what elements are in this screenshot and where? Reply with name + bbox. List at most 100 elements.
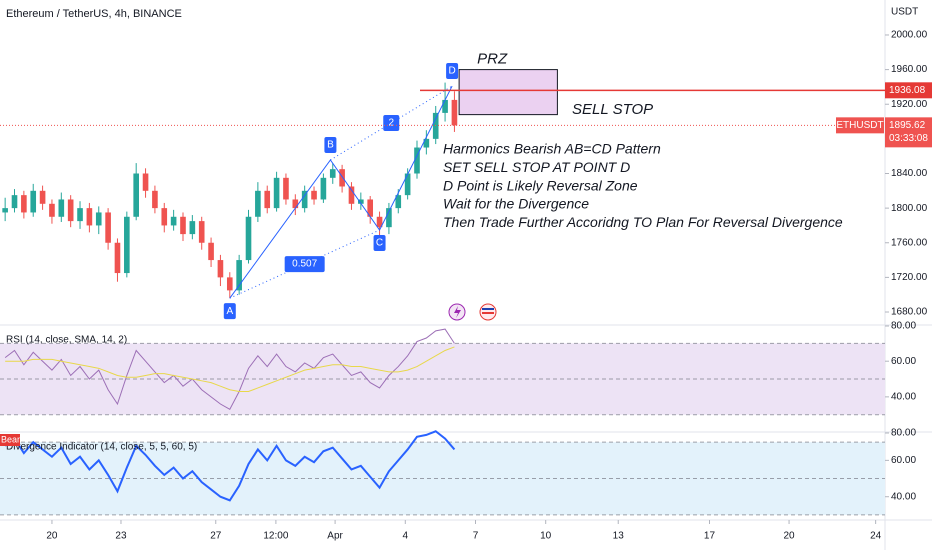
candle-body (180, 216, 186, 235)
y-tick-label: 1720.00 (891, 272, 928, 283)
y-tick-label: 1680.00 (891, 307, 928, 318)
candle-body (105, 212, 111, 243)
x-tick-label: 20 (783, 531, 795, 542)
point-label: A (226, 306, 233, 317)
price-tag-label: 1895.62 (889, 120, 926, 131)
sell-stop-tag-label: 1936.08 (889, 85, 926, 96)
candle-body (432, 112, 439, 139)
y-tick-label: 1800.00 (891, 203, 928, 214)
candle-body (245, 216, 252, 261)
y-tick-label: 80.00 (891, 428, 916, 439)
candle-body (133, 173, 139, 217)
signal-badge (0, 434, 20, 446)
y-tick-label: 1840.00 (891, 168, 928, 179)
flag-icon-glyph (482, 308, 494, 310)
candle-body (283, 177, 289, 200)
y-tick-label: 60.00 (891, 356, 916, 367)
y-tick-label: 1760.00 (891, 237, 928, 248)
y-tick-label: 40.00 (891, 392, 916, 403)
candle-body (395, 195, 402, 209)
annotation-text: Then Trade Further Accoridng TO Plan For… (443, 214, 843, 230)
x-tick-label: 27 (210, 531, 222, 542)
x-tick-label: 23 (115, 531, 127, 542)
y-tick-label: 2000.00 (891, 30, 928, 41)
candle-body (236, 260, 242, 291)
candle-body (264, 190, 271, 209)
x-tick-label: 10 (540, 531, 552, 542)
candle-body (423, 138, 430, 148)
chart-title: Ethereum / TetherUS, 4h, BINANCE (6, 8, 182, 20)
candle-body (152, 190, 158, 209)
candle-body (21, 195, 27, 213)
candle-body (348, 186, 355, 204)
candle-body (442, 99, 448, 113)
candle-body (189, 221, 196, 235)
annotation-text: D Point is Likely Reversal Zone (443, 177, 638, 193)
prz-box (458, 69, 558, 116)
point-label: D (448, 66, 455, 77)
candle-body (77, 208, 83, 222)
indicator-line (5, 346, 455, 393)
x-tick-label: 13 (613, 531, 625, 542)
point-badge (223, 303, 236, 320)
y-tick-label: 1920.00 (891, 99, 928, 110)
x-tick-label: 7 (473, 531, 479, 542)
point-label: C (376, 238, 383, 249)
pattern-line (229, 85, 453, 299)
annotation-text: Wait for the Divergence (443, 196, 589, 212)
x-tick-label: 20 (46, 531, 58, 542)
flag-icon-glyph (482, 312, 494, 314)
x-tick-label: 24 (870, 531, 882, 542)
candle-body (329, 169, 336, 178)
price-tag (885, 117, 932, 148)
candle-body (414, 147, 420, 174)
candle-body (320, 177, 327, 200)
event-icon-glyph (454, 306, 461, 318)
x-tick-label: 4 (403, 531, 409, 542)
candle-body (311, 190, 317, 200)
candle-body (11, 195, 18, 209)
candle-body (124, 216, 130, 274)
candle-body (198, 221, 205, 243)
indicator-icons[interactable] (448, 303, 497, 321)
candle-body (58, 199, 65, 217)
candle-body (161, 208, 168, 226)
candle-body (226, 277, 233, 291)
candle-body (376, 216, 383, 228)
countdown-label: 03:33:08 (889, 133, 928, 144)
point-badge (324, 136, 337, 153)
annotation-text: Harmonics Bearish AB=CD Pattern (443, 141, 661, 157)
candle-body (217, 260, 224, 278)
point-label: B (327, 140, 334, 151)
x-tick-label: 12:00 (263, 531, 288, 542)
candle-body (49, 203, 55, 217)
candle-body (142, 173, 149, 191)
ratio-label: 2 (388, 118, 394, 129)
point-badge (446, 63, 459, 80)
candle-body (301, 190, 308, 209)
indicator-title: RSI (14, close, SMA, 14, 2) (6, 335, 127, 346)
prz-label: PRZ (477, 51, 508, 68)
candle-body (358, 199, 364, 204)
ratio-badge (383, 115, 400, 132)
annotation-text: SET SELL STOP AT POINT D (443, 159, 630, 175)
y-tick-label: 1960.00 (891, 64, 928, 75)
candle-body (170, 216, 177, 226)
y-tick-label: 60.00 (891, 455, 916, 466)
sell-stop-text: SELL STOP (572, 101, 653, 118)
indicator-line (4, 430, 456, 502)
y-tick-label: 80.00 (891, 321, 916, 332)
candle-body (339, 169, 345, 187)
y-tick-label: 40.00 (891, 491, 916, 502)
candle-body (95, 212, 102, 226)
sell-stop-tag (885, 82, 932, 99)
candle-body (208, 242, 214, 261)
candle-body (114, 242, 121, 274)
candle-body (30, 190, 37, 213)
symbol-tag (836, 117, 884, 134)
indicator-line (4, 328, 455, 411)
candle-body (404, 173, 411, 196)
candle-body (367, 199, 374, 217)
signal-badge-label: Bear (1, 434, 20, 444)
